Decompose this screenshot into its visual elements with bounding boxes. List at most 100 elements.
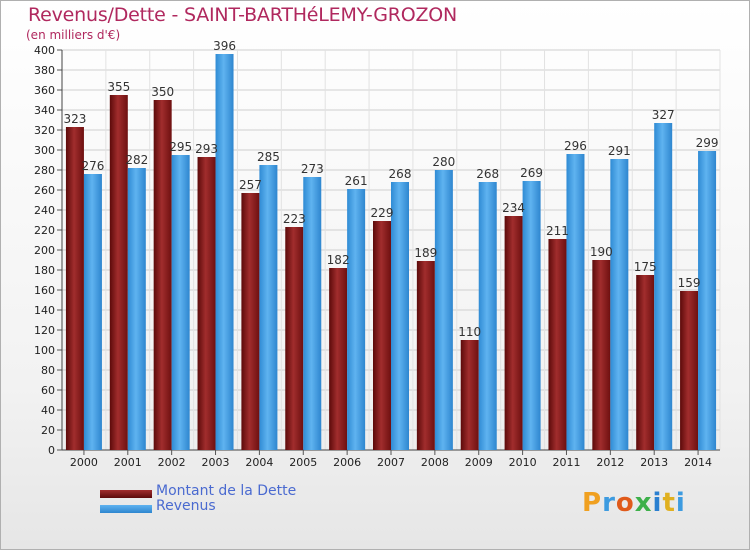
data-label-dette: 229 bbox=[371, 206, 394, 220]
bar-revenus bbox=[566, 154, 585, 450]
y-tick-label: 200 bbox=[34, 244, 55, 257]
x-tick-label: 2009 bbox=[465, 456, 493, 469]
logo-letter: t bbox=[662, 488, 676, 518]
legend-swatch-dette bbox=[100, 490, 152, 498]
data-label-revenus: 285 bbox=[257, 150, 280, 164]
x-tick-label: 2012 bbox=[596, 456, 624, 469]
data-label-revenus: 299 bbox=[696, 136, 719, 150]
logo-letter: i bbox=[675, 488, 686, 518]
data-label-dette: 323 bbox=[63, 112, 86, 126]
bar-revenus bbox=[259, 165, 278, 450]
bar-dette bbox=[680, 291, 699, 450]
data-label-dette: 159 bbox=[678, 276, 701, 290]
y-tick-label: 40 bbox=[41, 404, 55, 417]
bar-dette bbox=[460, 340, 479, 450]
bars bbox=[65, 54, 717, 450]
data-label-dette: 211 bbox=[546, 224, 569, 238]
data-label-revenus: 327 bbox=[652, 108, 675, 122]
data-label-dette: 182 bbox=[327, 253, 350, 267]
data-label-dette: 223 bbox=[283, 212, 306, 226]
bar-revenus bbox=[478, 182, 497, 450]
bar-revenus bbox=[303, 177, 322, 450]
data-label-revenus: 276 bbox=[81, 159, 104, 173]
data-label-revenus: 268 bbox=[476, 167, 499, 181]
bar-revenus bbox=[698, 151, 717, 450]
bar-dette bbox=[65, 127, 84, 450]
bar-dette bbox=[416, 261, 435, 450]
y-tick-label: 80 bbox=[41, 364, 55, 377]
y-tick-label: 300 bbox=[34, 144, 55, 157]
data-label-dette: 293 bbox=[195, 142, 218, 156]
x-tick-label: 2006 bbox=[333, 456, 361, 469]
y-tick-label: 400 bbox=[34, 44, 55, 57]
data-label-revenus: 280 bbox=[432, 155, 455, 169]
y-tick-label: 0 bbox=[48, 444, 55, 457]
logo-letter: o bbox=[615, 488, 635, 518]
legend-swatch-revenus bbox=[100, 505, 152, 513]
y-tick-label: 320 bbox=[34, 124, 55, 137]
bar-revenus bbox=[610, 159, 629, 450]
y-tick-label: 340 bbox=[34, 104, 55, 117]
data-label-revenus: 296 bbox=[564, 139, 587, 153]
legend-label-dette: Montant de la Dette bbox=[156, 483, 297, 499]
x-tick-label: 2013 bbox=[640, 456, 668, 469]
y-tick-label: 380 bbox=[34, 64, 55, 77]
x-tick-label: 2005 bbox=[289, 456, 317, 469]
y-tick-label: 240 bbox=[34, 204, 55, 217]
data-label-dette: 190 bbox=[590, 245, 613, 259]
data-label-revenus: 268 bbox=[389, 167, 412, 181]
data-label-revenus: 269 bbox=[520, 166, 543, 180]
bar-dette bbox=[241, 193, 260, 450]
data-label-revenus: 261 bbox=[345, 174, 368, 188]
bar-dette bbox=[373, 221, 391, 450]
bar-revenus bbox=[215, 54, 234, 450]
bar-revenus bbox=[127, 168, 146, 450]
bar-dette bbox=[636, 275, 655, 450]
data-label-dette: 350 bbox=[151, 85, 174, 99]
y-tick-label: 220 bbox=[34, 224, 55, 237]
bar-revenus bbox=[347, 189, 366, 450]
x-tick-label: 2010 bbox=[509, 456, 537, 469]
data-label-dette: 110 bbox=[458, 325, 481, 339]
y-tick-label: 60 bbox=[41, 384, 55, 397]
data-label-dette: 189 bbox=[414, 246, 437, 260]
data-label-revenus: 396 bbox=[213, 39, 236, 53]
data-labels: 323 276 355 282 350 295 293 396 257 285 223 273 182 2… bbox=[63, 39, 718, 339]
data-label-dette: 257 bbox=[239, 178, 262, 192]
data-label-dette: 355 bbox=[107, 80, 130, 94]
bar-revenus bbox=[434, 170, 453, 450]
data-label-revenus: 291 bbox=[608, 144, 631, 158]
data-label-revenus: 282 bbox=[125, 153, 148, 167]
chart-title: Revenus/Dette - SAINT-BARTHéLEMY-GROZON bbox=[28, 4, 458, 26]
data-label-revenus: 295 bbox=[169, 140, 192, 154]
bar-dette bbox=[329, 268, 348, 450]
y-tick-label: 140 bbox=[34, 304, 55, 317]
logo-letter: x bbox=[634, 488, 653, 518]
bar-dette bbox=[197, 157, 216, 450]
y-tick-label: 120 bbox=[34, 324, 55, 337]
y-tick-label: 360 bbox=[34, 84, 55, 97]
bar-revenus bbox=[654, 123, 673, 450]
x-tick-label: 2004 bbox=[245, 456, 273, 469]
x-tick-label: 2007 bbox=[377, 456, 405, 469]
y-tick-label: 20 bbox=[41, 424, 55, 437]
x-tick-label: 2014 bbox=[684, 456, 712, 469]
x-tick-label: 2011 bbox=[552, 456, 580, 469]
x-tick-label: 2000 bbox=[70, 456, 98, 469]
data-label-dette: 175 bbox=[634, 260, 657, 274]
x-tick-label: 2008 bbox=[421, 456, 449, 469]
chart-subtitle: (en milliers d'€) bbox=[26, 28, 121, 42]
bar-dette bbox=[504, 216, 523, 450]
logo-letter: i bbox=[652, 488, 663, 518]
bar-revenus bbox=[171, 155, 190, 450]
data-label-revenus: 273 bbox=[301, 162, 324, 176]
legend-label-revenus: Revenus bbox=[156, 498, 216, 514]
y-tick-label: 260 bbox=[34, 184, 55, 197]
x-tick-label: 2002 bbox=[158, 456, 186, 469]
x-tick-label: 2003 bbox=[202, 456, 230, 469]
bar-dette bbox=[285, 227, 304, 450]
y-tick-label: 280 bbox=[34, 164, 55, 177]
bar-dette bbox=[548, 239, 567, 450]
y-tick-label: 100 bbox=[34, 344, 55, 357]
